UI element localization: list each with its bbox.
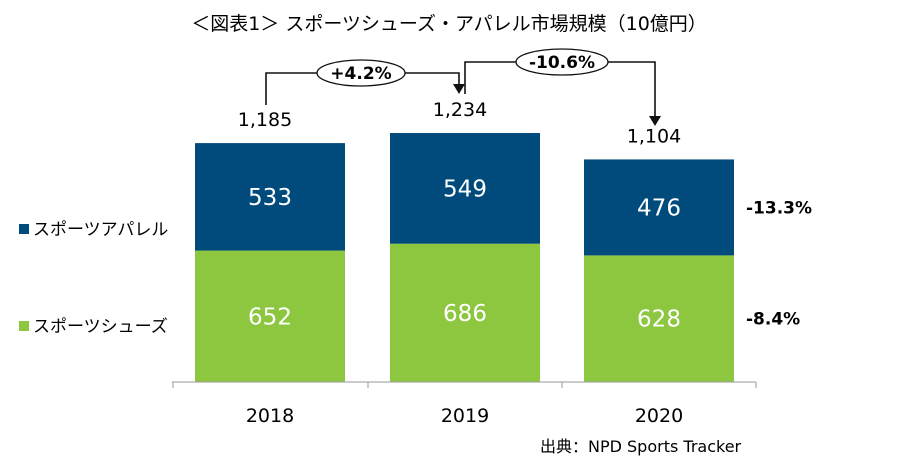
bar-apparel-2019 [390,133,540,244]
growth-oval-2019-2020 [515,48,609,76]
legend-label-apparel: スポーツアパレル [33,220,168,240]
legend-label-shoes: スポーツシューズ [33,317,168,337]
value-label-shoes-2020: 628 [637,307,681,333]
arrow-head-icon [649,116,661,126]
change-label-apparel: -13.3% [746,198,812,218]
legend-swatch-shoes [19,321,29,331]
growth-label-2019-2020: -10.6% [529,53,595,73]
value-label-shoes-2019: 686 [443,301,487,327]
bar-apparel-2020 [584,159,734,256]
bar-shoes-2020 [584,255,734,382]
bar-shoes-2019 [390,243,540,382]
legend-swatch-apparel [19,224,29,234]
value-label-apparel-2019: 549 [443,176,487,202]
growth-oval-2018-2019 [316,59,406,87]
bar-shoes-2018 [195,250,345,382]
growth-label-2018-2019: +4.2% [330,64,391,84]
bar-apparel-2018 [195,143,345,251]
x-tick-label-2019: 2019 [441,405,489,427]
x-tick-label-2018: 2018 [246,405,294,427]
chart-title: ＜図表1＞ スポーツシューズ・アパレル市場規模（10億円） [191,13,707,35]
value-label-shoes-2018: 652 [248,304,292,330]
total-label-2018: 1,185 [238,109,292,131]
source-note: 出典：NPD Sports Tracker [540,437,742,456]
change-label-shoes: -8.4% [746,310,800,330]
bars-layer [195,133,734,382]
value-label-apparel-2020: 476 [637,195,681,221]
arrow-head-icon [453,84,465,94]
x-tick-label-2020: 2020 [635,405,683,427]
total-label-2020: 1,104 [627,125,681,147]
x-axis-ticks: 2018 2019 2020 [172,382,757,427]
total-label-2019: 1,234 [433,99,487,121]
growth-annotations: +4.2% -10.6% [265,48,661,126]
labels-layer: 652 533 1,185 686 549 1,234 628 476 1,104 -8.4% -1… [238,99,812,333]
value-label-apparel-2018: 533 [248,185,292,211]
